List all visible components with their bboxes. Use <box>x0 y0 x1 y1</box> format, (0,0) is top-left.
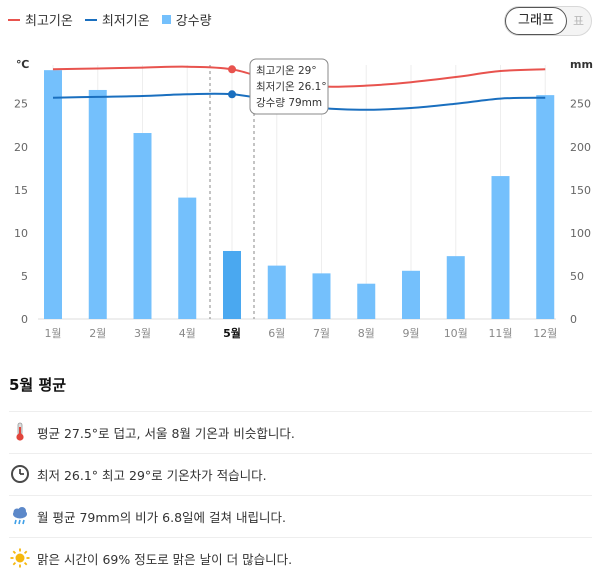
right-tick-label: 250 <box>570 98 591 111</box>
x-tick-label: 7월 <box>313 327 330 340</box>
x-tick-label: 10월 <box>444 327 468 340</box>
x-tick-label: 9월 <box>402 327 419 340</box>
x-tick-label: 5월 <box>223 326 241 340</box>
summary-item: 맑은 시간이 69% 정도로 맑은 날이 더 많습니다. <box>9 537 592 578</box>
summary-item: 월 평균 79mm의 비가 6.8일에 걸쳐 내립니다. <box>9 495 592 536</box>
view-toggle: 그래프 표 <box>504 6 592 36</box>
rainfall-bar <box>491 176 510 319</box>
rainfall-bar <box>267 265 286 319</box>
x-tick-label: 1월 <box>44 327 61 340</box>
sun-icon <box>10 548 30 568</box>
tooltip-line: 최고기온 29° <box>256 65 317 77</box>
left-tick-label: 5 <box>21 270 28 283</box>
summary-text: 평균 27.5°로 덥고, 서울 8월 기온과 비슷합니다. <box>37 425 295 441</box>
x-tick-label: 2월 <box>89 327 106 340</box>
summary-text: 월 평균 79mm의 비가 6.8일에 걸쳐 내립니다. <box>37 509 286 525</box>
x-tick-label: 6월 <box>268 327 285 340</box>
left-tick-label: 10 <box>14 227 28 240</box>
legend-max-temp[interactable]: 최고기온 <box>8 10 73 29</box>
max-temp-point <box>228 65 236 74</box>
legend-max-temp-label: 최고기온 <box>25 14 73 29</box>
left-tick-label: 25 <box>14 98 28 111</box>
x-tick-label: 3월 <box>134 327 151 340</box>
graph-view-button[interactable]: 그래프 <box>505 7 567 35</box>
right-tick-label: 50 <box>570 270 584 283</box>
tooltip-box <box>249 58 329 115</box>
clock-icon <box>11 465 29 483</box>
left-tick-label: 0 <box>21 313 28 326</box>
rainfall-bar <box>312 273 331 319</box>
tooltip-line: 최저기온 26.1° <box>256 81 327 93</box>
left-tick-label: 15 <box>14 184 28 197</box>
thermometer-icon <box>16 422 24 441</box>
legend-rainfall-label: 강수량 <box>175 14 212 29</box>
rainfall-bar <box>357 283 376 319</box>
right-tick-label: 150 <box>570 184 591 197</box>
legend-min-temp-label: 최저기온 <box>101 14 150 29</box>
right-axis-unit: mm <box>570 58 593 71</box>
summary-title: 5월 평균 <box>9 376 67 394</box>
left-tick-label: 20 <box>14 141 28 154</box>
rainfall-bar <box>446 256 465 319</box>
summary-text: 맑은 시간이 69% 정도로 맑은 날이 더 많습니다. <box>37 551 293 567</box>
summary-item: 평균 27.5°로 덥고, 서울 8월 기온과 비슷합니다. <box>9 411 592 452</box>
min-temp-point <box>228 90 236 99</box>
min-temp-swatch <box>84 18 97 21</box>
rainfall-bar <box>402 270 420 319</box>
rainfall-bar <box>536 95 555 319</box>
summary-item: 최저 26.1° 최고 29°로 기온차가 적습니다. <box>9 453 592 494</box>
table-view-button[interactable]: 표 <box>572 14 584 28</box>
rainfall-bar <box>223 250 241 319</box>
x-tick-label: 4월 <box>179 327 196 340</box>
rainfall-bar <box>44 70 62 319</box>
legend-min-temp[interactable]: 최저기온 <box>84 10 150 29</box>
x-tick-label: 8월 <box>358 327 375 340</box>
x-tick-label: 11월 <box>488 327 512 340</box>
chart-legend: 최고기온 최저기온 강수량 <box>8 10 212 29</box>
x-tick-label: 12월 <box>533 327 557 340</box>
legend-rainfall[interactable]: 강수량 <box>161 10 212 29</box>
rain-cloud-icon <box>13 507 27 525</box>
rainfall-bar <box>133 133 152 319</box>
rainfall-bar <box>88 89 107 320</box>
max-temp-swatch <box>8 18 20 21</box>
right-tick-label: 100 <box>570 227 591 240</box>
rainfall-swatch <box>161 15 171 24</box>
right-tick-label: 0 <box>570 313 577 326</box>
tooltip-line: 강수량 79mm <box>256 97 322 109</box>
rainfall-bar <box>178 197 197 319</box>
left-axis-unit: ℃ <box>16 58 29 71</box>
right-tick-label: 200 <box>570 141 591 154</box>
summary-text: 최저 26.1° 최고 29°로 기온차가 적습니다. <box>37 467 267 483</box>
